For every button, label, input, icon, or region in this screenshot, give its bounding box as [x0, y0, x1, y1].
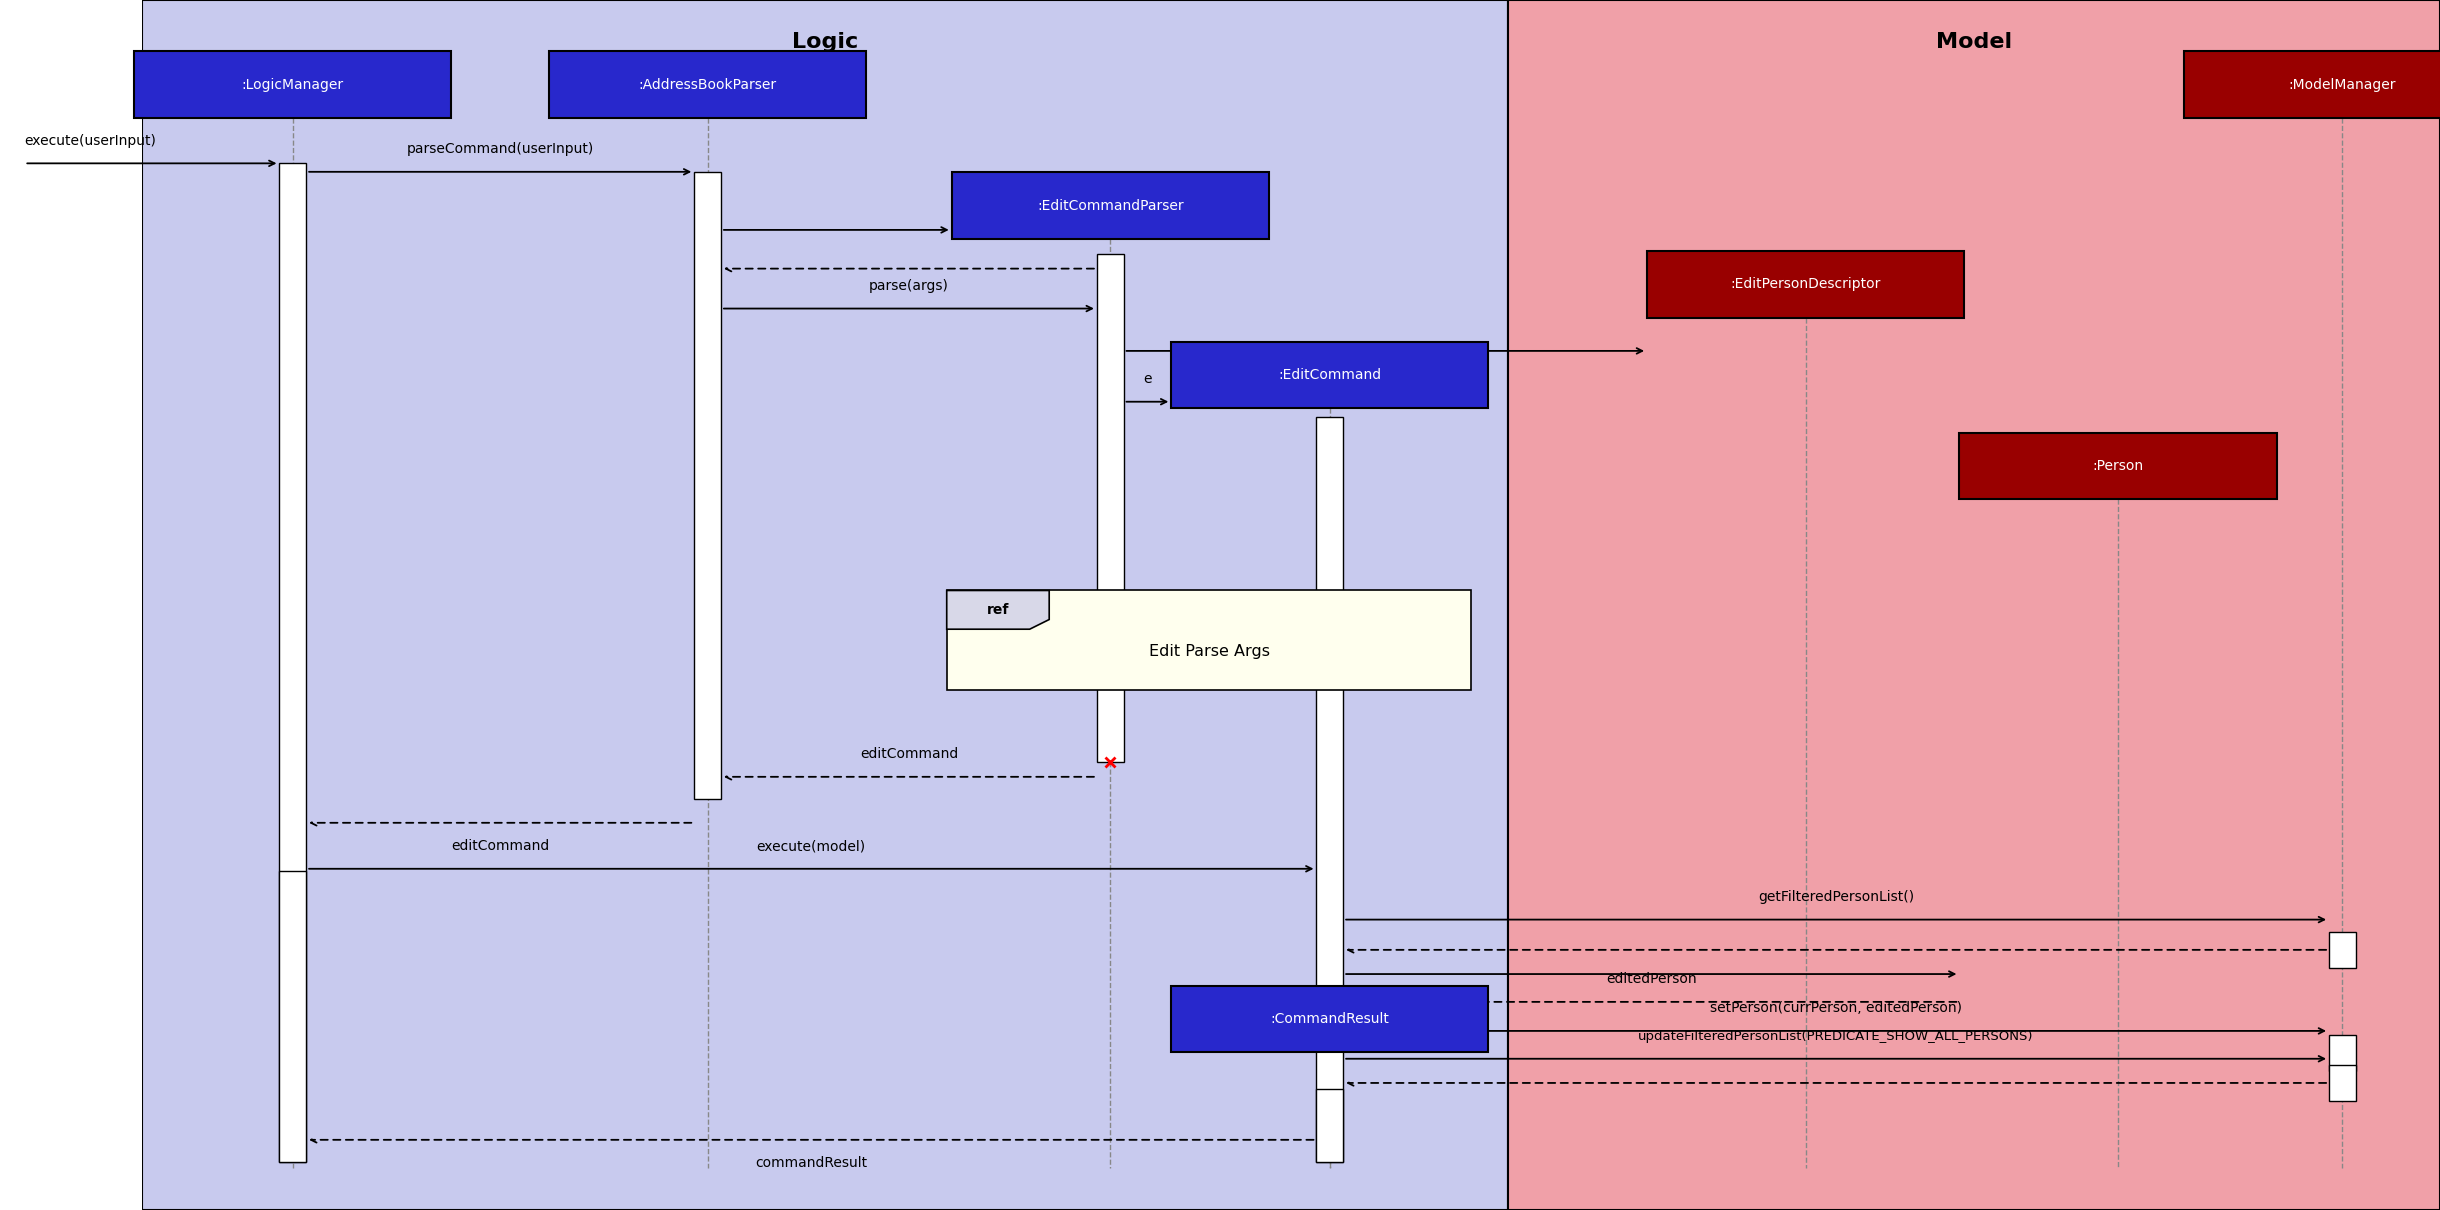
Text: parse(args): parse(args) [869, 278, 949, 293]
Bar [2328, 932, 2357, 968]
Text: :Person: :Person [2094, 459, 2142, 473]
Text: :LogicManager: :LogicManager [242, 77, 344, 92]
Text: parseCommand(userInput): parseCommand(userInput) [407, 142, 593, 156]
Bar [2184, 51, 2440, 117]
Bar [2328, 1035, 2357, 1071]
Bar [1171, 341, 1488, 409]
Text: updateFilteredPersonList(PREDICATE_SHOW_ALL_PERSONS): updateFilteredPersonList(PREDICATE_SHOW_… [1637, 1030, 2035, 1043]
Text: execute(userInput): execute(userInput) [24, 133, 156, 148]
Text: :EditCommand: :EditCommand [1279, 368, 1381, 382]
Text: :EditCommandParser: :EditCommandParser [1037, 198, 1183, 213]
Bar [1318, 1089, 1342, 1162]
Text: :EditPersonDescriptor: :EditPersonDescriptor [1730, 277, 1881, 292]
Text: setPerson(currPerson, editedPerson): setPerson(currPerson, editedPerson) [1710, 1001, 1962, 1015]
Text: :AddressBookParser: :AddressBookParser [639, 77, 776, 92]
Bar [278, 871, 307, 1162]
Text: e: e [1144, 371, 1152, 386]
Text: editedPerson: editedPerson [1606, 972, 1696, 986]
Bar [693, 172, 722, 799]
Bar [142, 0, 1508, 1210]
Bar [1318, 417, 1342, 1162]
Bar [134, 51, 451, 117]
Text: Logic: Logic [791, 33, 859, 52]
Bar [1959, 432, 2277, 499]
Bar [1647, 252, 1964, 318]
Bar [1098, 254, 1122, 762]
Bar [278, 163, 307, 1162]
Text: getFilteredPersonList(): getFilteredPersonList() [1759, 889, 1913, 904]
Text: commandResult: commandResult [756, 1156, 866, 1170]
Polygon shape [947, 590, 1049, 629]
Text: editCommand: editCommand [451, 839, 549, 853]
Text: :ModelManager: :ModelManager [2289, 77, 2396, 92]
Text: Model: Model [1935, 33, 2013, 52]
Bar [549, 51, 866, 117]
Text: execute(model): execute(model) [756, 839, 866, 853]
Bar [952, 172, 1269, 240]
Bar [947, 590, 1471, 690]
Text: editCommand: editCommand [859, 747, 959, 761]
Bar [2328, 1065, 2357, 1101]
Bar [1508, 0, 2440, 1210]
Bar [1171, 985, 1488, 1051]
Text: ref: ref [986, 603, 1010, 617]
Text: Edit Parse Args: Edit Parse Args [1149, 645, 1269, 659]
Text: :CommandResult: :CommandResult [1271, 1012, 1388, 1026]
Bar [0, 0, 142, 1210]
